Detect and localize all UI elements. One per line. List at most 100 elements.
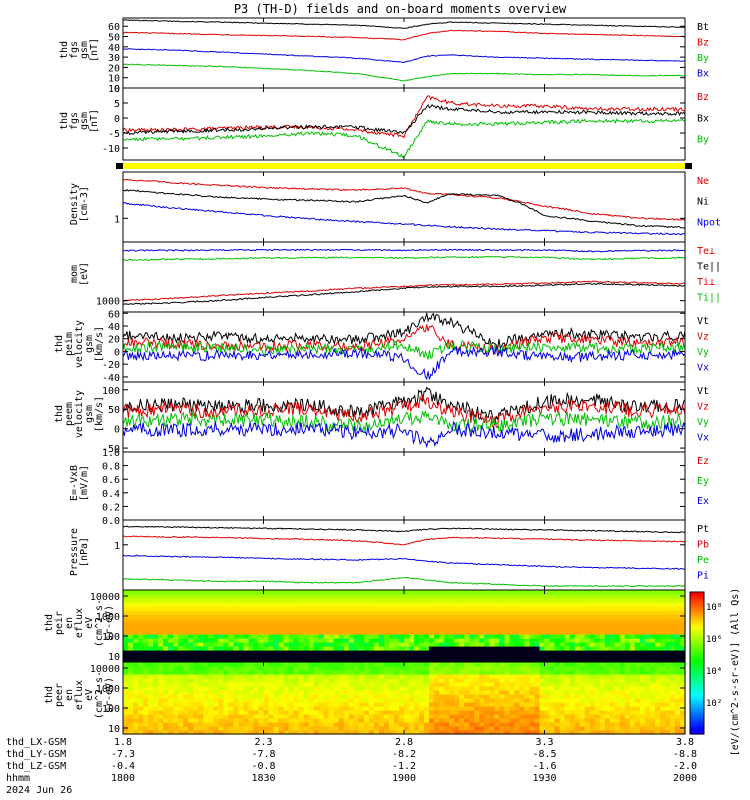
spectrogram-cell bbox=[559, 694, 566, 699]
spectrogram-cell bbox=[609, 594, 616, 599]
spectrogram-cell bbox=[679, 618, 686, 623]
spectrogram-cell bbox=[243, 690, 250, 695]
spectrogram-cell bbox=[429, 638, 435, 643]
spectrogram-cell bbox=[363, 662, 370, 667]
spectrogram-cell bbox=[198, 602, 204, 607]
spectrogram-cell bbox=[358, 718, 365, 723]
spectrogram-cell bbox=[554, 682, 561, 687]
spectrogram-cell bbox=[383, 594, 390, 599]
spectrogram-cell bbox=[233, 614, 240, 619]
spectrogram-cell bbox=[338, 642, 345, 647]
spectrogram-cell bbox=[624, 686, 631, 691]
spectrogram-cell bbox=[484, 638, 490, 643]
spectrogram-cell bbox=[514, 694, 521, 699]
spectrogram-cell bbox=[323, 694, 330, 699]
spectrogram-cell bbox=[584, 594, 591, 599]
spectrogram-cell bbox=[629, 682, 636, 687]
spectrogram-cell bbox=[343, 610, 350, 615]
spectrogram-cell bbox=[253, 678, 260, 683]
spectrogram-cell bbox=[393, 606, 400, 611]
colorbar-cell bbox=[690, 686, 704, 690]
spectrogram-cell bbox=[459, 642, 465, 647]
spectrogram-cell bbox=[524, 718, 531, 723]
spectrogram-cell bbox=[464, 686, 470, 691]
spectrogram-cell bbox=[173, 634, 179, 639]
spectrogram-cell bbox=[303, 638, 310, 643]
spectrogram-cell bbox=[454, 642, 460, 647]
spectrogram-cell bbox=[484, 714, 490, 719]
spectrogram-cell bbox=[383, 662, 390, 667]
y-axis-label: thd bbox=[59, 112, 70, 130]
spectrogram-cell bbox=[569, 726, 576, 731]
spectrogram-cell bbox=[163, 666, 169, 671]
spectrogram-cell bbox=[669, 662, 676, 667]
spectrogram-cell bbox=[659, 698, 666, 703]
spectrogram-cell bbox=[524, 694, 531, 699]
spectrogram-cell bbox=[328, 650, 335, 655]
spectrogram-cell bbox=[554, 670, 561, 675]
spectrogram-cell bbox=[654, 726, 661, 731]
spectrogram-cell bbox=[308, 662, 315, 667]
spectrogram-cell bbox=[158, 710, 164, 715]
spectrogram-cell bbox=[293, 670, 300, 675]
spectrogram-cell bbox=[343, 598, 350, 603]
spectrogram-cell bbox=[123, 718, 129, 723]
spectrogram-cell bbox=[378, 626, 385, 631]
spectrogram-cell bbox=[363, 666, 370, 671]
spectrogram-cell bbox=[223, 590, 229, 595]
spectrogram-cell bbox=[268, 698, 275, 703]
spectrogram-cell bbox=[258, 710, 265, 715]
spectrogram-cell bbox=[549, 698, 556, 703]
spectrogram-cell bbox=[388, 730, 395, 735]
spectrogram-cell bbox=[409, 646, 415, 651]
spectrogram-cell bbox=[544, 682, 551, 687]
y-tick-label: 100 bbox=[102, 386, 120, 397]
spectrogram-cell bbox=[624, 642, 631, 647]
spectrogram-cell bbox=[489, 662, 495, 667]
spectrogram-cell bbox=[654, 662, 661, 667]
spectrogram-cell bbox=[564, 606, 571, 611]
spectrogram-cell bbox=[208, 674, 214, 679]
spectrogram-cell bbox=[489, 654, 495, 659]
spectrogram-cell bbox=[474, 646, 480, 651]
spectrogram-cell bbox=[449, 682, 455, 687]
spectrogram-cell bbox=[323, 678, 330, 683]
spectrogram-cell bbox=[158, 698, 164, 703]
spectrogram-cell bbox=[664, 686, 671, 691]
spectrogram-cell bbox=[614, 602, 621, 607]
spectrogram-cell bbox=[223, 598, 229, 603]
spectrogram-cell bbox=[238, 594, 245, 599]
spectrogram-cell bbox=[424, 682, 430, 687]
spectrogram-cell bbox=[624, 622, 631, 627]
spectrogram-cell bbox=[238, 698, 245, 703]
spectrogram-cell bbox=[223, 642, 229, 647]
spectrogram-cell bbox=[288, 650, 295, 655]
spectrogram-cell bbox=[604, 654, 611, 659]
spectrogram-cell bbox=[223, 638, 229, 643]
spectrogram-cell bbox=[489, 626, 495, 631]
spectrogram-cell bbox=[128, 666, 134, 671]
spectrogram-cell bbox=[429, 626, 435, 631]
spectrogram-cell bbox=[424, 614, 430, 619]
spectrogram-cell bbox=[283, 718, 290, 723]
spectrogram-cell bbox=[253, 654, 260, 659]
spectrogram-cell bbox=[549, 618, 556, 623]
spectrogram-cell bbox=[499, 686, 505, 691]
spectrogram-cell bbox=[173, 730, 179, 735]
spectrogram-cell bbox=[534, 618, 541, 623]
spectrogram-cell bbox=[434, 686, 440, 691]
spectrogram-cell bbox=[153, 710, 159, 715]
spectrogram-cell bbox=[639, 658, 646, 663]
spectrogram-cell bbox=[594, 686, 601, 691]
spectrogram-cell bbox=[283, 594, 290, 599]
spectrogram-cell bbox=[579, 710, 586, 715]
spectrogram-cell bbox=[624, 606, 631, 611]
spectrogram-cell bbox=[639, 654, 646, 659]
spectrogram-cell bbox=[388, 674, 395, 679]
spectrogram-cell bbox=[609, 674, 616, 679]
spectrogram-cell bbox=[429, 682, 435, 687]
spectrogram-cell bbox=[594, 698, 601, 703]
spectrogram-cell bbox=[288, 614, 295, 619]
spectrogram-cell bbox=[363, 646, 370, 651]
spectrogram-cell bbox=[424, 694, 430, 699]
